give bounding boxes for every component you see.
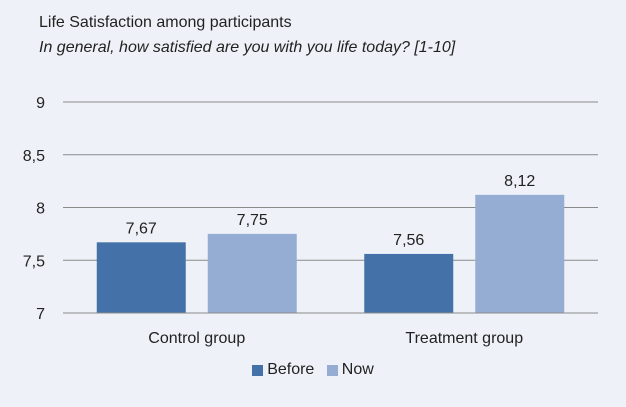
y-tick-label: 9 (36, 95, 45, 112)
legend-label-before: Before (267, 361, 315, 378)
data-label: 8,12 (504, 173, 535, 190)
legend-item-before: Before (252, 361, 314, 379)
legend: Before Now (0, 361, 626, 381)
data-label: 7,75 (237, 212, 268, 229)
y-tick-label: 7,5 (23, 253, 45, 270)
bar-now (475, 194, 565, 313)
y-tick-label: 8,5 (23, 148, 45, 165)
x-tick-label: Treatment group (405, 330, 523, 347)
legend-item-now: Now (326, 361, 374, 379)
legend-swatch-now (326, 364, 338, 376)
bar-before (96, 242, 186, 313)
legend-swatch-before (252, 364, 264, 376)
x-tick-label: Control group (148, 330, 245, 347)
y-tick-label: 8 (36, 201, 45, 218)
bar-before (364, 253, 454, 313)
chart-subtitle: In general, how satisfied are you with y… (39, 39, 456, 56)
legend-label-now: Now (341, 361, 374, 378)
y-tick-label: 7 (36, 306, 45, 323)
bar-now (207, 233, 297, 313)
data-label: 7,56 (393, 232, 424, 249)
chart-title: Life Satisfaction among participants (39, 14, 292, 31)
data-label: 7,67 (126, 220, 157, 237)
